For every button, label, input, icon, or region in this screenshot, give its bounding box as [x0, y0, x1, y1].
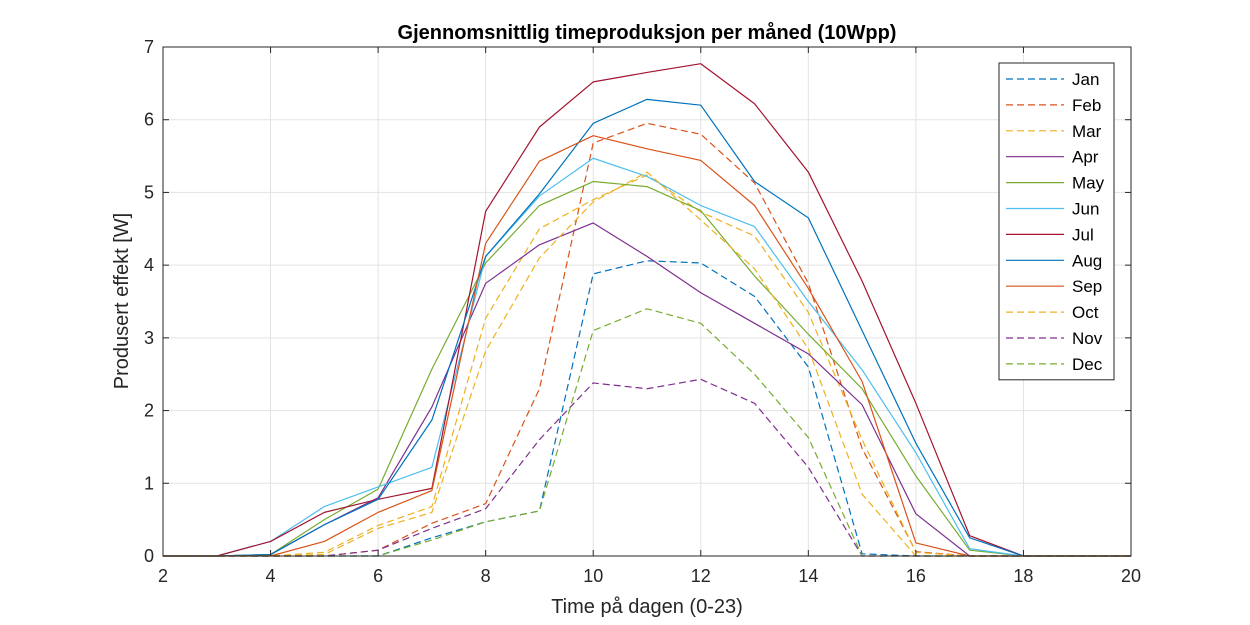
plot-area: [163, 47, 1131, 556]
series-line-jun: [163, 157, 1131, 557]
y-tick-label: 6: [144, 110, 154, 130]
legend-label-feb: Feb: [1072, 96, 1101, 115]
series-line-aug: [163, 98, 1131, 557]
y-tick-label: 1: [144, 473, 154, 493]
legend-box: [998, 62, 1115, 381]
x-tick-label: 12: [691, 566, 711, 586]
legend-label-jan: Jan: [1072, 70, 1099, 89]
series-line-may: [163, 180, 1131, 557]
legend-label-may: May: [1072, 174, 1105, 193]
x-tick-label: 20: [1121, 566, 1141, 586]
legend-label-nov: Nov: [1072, 329, 1103, 348]
y-axis-label: Produsert effekt [W]: [111, 213, 133, 389]
y-tick-label: 5: [144, 182, 154, 202]
x-tick-label: 8: [481, 566, 491, 586]
x-tick-label: 10: [583, 566, 603, 586]
x-axis-label: Time på dagen (0-23): [551, 596, 743, 618]
legend-label-oct: Oct: [1072, 303, 1099, 322]
x-tick-label: 6: [373, 566, 383, 586]
legend-label-aug: Aug: [1072, 251, 1102, 270]
legend-label-dec: Dec: [1072, 355, 1103, 374]
y-tick-label: 4: [144, 255, 154, 275]
y-tick-label: 2: [144, 401, 154, 421]
y-tick-label: 3: [144, 328, 154, 348]
series-line-jul: [163, 63, 1131, 557]
legend-label-jul: Jul: [1072, 225, 1094, 244]
x-tick-label: 18: [1013, 566, 1033, 586]
legend-label-sep: Sep: [1072, 277, 1102, 296]
y-tick-label: 0: [144, 546, 154, 566]
x-tick-label: 16: [906, 566, 926, 586]
plot-frame: [162, 46, 1132, 557]
x-tick-label: 14: [798, 566, 818, 586]
x-tick-label: 2: [158, 566, 168, 586]
y-tick-label: 7: [144, 37, 154, 57]
x-tick-label: 4: [266, 566, 276, 586]
legend-label-jun: Jun: [1072, 200, 1099, 219]
chart-title: Gjennomsnittlig timeproduksjon per måned…: [398, 21, 897, 44]
legend-label-mar: Mar: [1072, 122, 1102, 141]
legend-label-apr: Apr: [1072, 148, 1099, 167]
legend: Jan Feb Mar Apr May Jun Jul Aug Sep Oct Nov Dec: [998, 62, 1115, 381]
